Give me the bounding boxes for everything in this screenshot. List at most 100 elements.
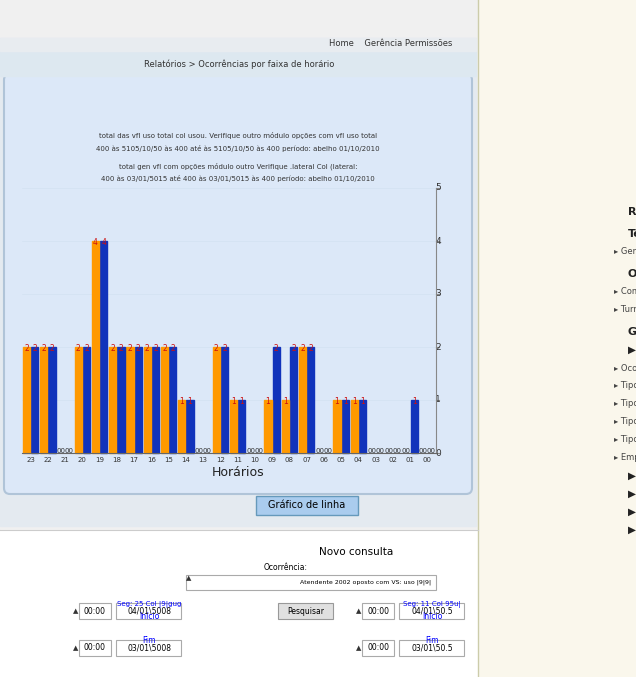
Text: 00: 00 (427, 448, 436, 454)
Text: 1: 1 (283, 397, 287, 406)
Text: ▸ Tipo x Polo: ▸ Tipo x Polo (614, 382, 636, 391)
Text: 19: 19 (95, 457, 104, 463)
Text: Telefonia:: Telefonia: (628, 229, 636, 239)
Text: ▸ Tipo x N° Recursos: ▸ Tipo x N° Recursos (614, 435, 636, 445)
Text: 17: 17 (130, 457, 139, 463)
Bar (169, 347, 176, 453)
Text: 23: 23 (26, 457, 35, 463)
Text: 08: 08 (285, 457, 294, 463)
Text: total gen vfl com opções módulo outro Verifique .lateral Col (lateral:: total gen vfl com opções módulo outro Ve… (119, 162, 357, 169)
Text: 03: 03 (371, 457, 380, 463)
Text: 00: 00 (65, 448, 74, 454)
Text: ▲: ▲ (73, 608, 78, 614)
Text: Seg: 11 Col 95u|: Seg: 11 Col 95u| (403, 601, 461, 608)
Bar (238, 400, 245, 453)
Bar (273, 347, 280, 453)
Text: 09: 09 (268, 457, 277, 463)
Bar (0, 52, 476, 76)
Text: 4: 4 (436, 236, 441, 246)
Text: 1: 1 (239, 397, 244, 406)
Bar (144, 347, 151, 453)
Text: 1: 1 (435, 395, 441, 404)
Text: ▸ Empenho/acionamento passado: ▸ Empenho/acionamento passado (614, 454, 636, 462)
Text: 2: 2 (170, 344, 175, 353)
Bar (362, 603, 394, 619)
Bar (79, 640, 111, 656)
Text: 00: 00 (254, 448, 263, 454)
Text: ▶ Gerência: ▶ Gerência (628, 525, 636, 535)
Text: Ocorrência:: Ocorrência: (264, 563, 308, 571)
Text: 2: 2 (145, 344, 149, 353)
Text: 00: 00 (203, 448, 212, 454)
Text: Horários: Horários (212, 466, 265, 479)
Text: ▸ Tipo x Natureza: Empenhados: ▸ Tipo x Natureza: Empenhados (614, 418, 636, 427)
Bar (118, 347, 125, 453)
Text: ▸ Comparações Básicas: ▸ Comparações Básicas (614, 288, 636, 297)
Text: ▲: ▲ (356, 608, 361, 614)
Bar (178, 400, 185, 453)
Text: ▸ Ocorrências Adjacentes: ▸ Ocorrências Adjacentes (614, 364, 636, 373)
Bar (161, 347, 168, 453)
Bar (0, 530, 478, 677)
Text: 04/01\5008: 04/01\5008 (127, 607, 171, 615)
Bar (290, 347, 297, 453)
Text: 2: 2 (32, 344, 37, 353)
Bar (100, 241, 107, 453)
Text: 2: 2 (50, 344, 54, 353)
Text: 00:00: 00:00 (367, 607, 389, 615)
Text: 14: 14 (181, 457, 190, 463)
Text: ▸ Turno Passado: ▸ Turno Passado (614, 305, 636, 315)
Text: ▲: ▲ (186, 575, 191, 581)
Bar (109, 347, 116, 453)
Text: 2: 2 (291, 344, 296, 353)
Bar (31, 347, 38, 453)
Bar (350, 400, 358, 453)
Text: Atendente 2002 oposto com VS: uso |9|9|: Atendente 2002 oposto com VS: uso |9|9| (300, 580, 432, 585)
Text: 1: 1 (412, 397, 417, 406)
Text: ▸ Tipo x Natureza: Acionados: ▸ Tipo x Natureza: Acionados (614, 399, 636, 408)
Text: 3: 3 (435, 290, 441, 299)
Text: 400 às 5105/10/50 às 400 até às 5105/10/50 às 400 período: abelho 01/10/2010: 400 às 5105/10/50 às 400 até às 5105/10/… (96, 145, 380, 152)
Bar (362, 640, 394, 656)
Bar (40, 347, 47, 453)
Bar (411, 400, 418, 453)
Bar (116, 640, 181, 656)
Bar (23, 347, 30, 453)
Text: 0: 0 (435, 448, 441, 458)
Text: 01: 01 (406, 457, 415, 463)
Text: ▸ Gerenciamento de passos: ▸ Gerenciamento de passos (614, 248, 636, 257)
Bar (0, 38, 476, 51)
Bar (212, 347, 220, 453)
Text: 2: 2 (41, 344, 46, 353)
Text: 2: 2 (214, 344, 219, 353)
Text: 11: 11 (233, 457, 242, 463)
Text: 10: 10 (251, 457, 259, 463)
Text: 2: 2 (162, 344, 167, 353)
Text: 00:00: 00:00 (84, 644, 106, 653)
Text: 2: 2 (76, 344, 81, 353)
Bar (127, 347, 134, 453)
Bar (221, 347, 228, 453)
Bar (307, 347, 314, 453)
Bar (83, 347, 90, 453)
FancyBboxPatch shape (4, 74, 472, 494)
Text: 13: 13 (198, 457, 207, 463)
Text: 4: 4 (101, 238, 106, 247)
Text: 5: 5 (435, 183, 441, 192)
Text: Fim: Fim (425, 636, 439, 645)
Text: 20: 20 (78, 457, 86, 463)
Bar (48, 347, 55, 453)
Text: total das vfl uso total col usou. Verifique outro módulo opções com vfl uso tota: total das vfl uso total col usou. Verifi… (99, 132, 377, 139)
Text: Seg: 25 Col |9|gug: Seg: 25 Col |9|gug (117, 601, 181, 608)
Text: Gráficos:: Gráficos: (628, 327, 636, 337)
Text: 2: 2 (222, 344, 227, 353)
Text: ▲: ▲ (356, 645, 361, 651)
Text: 1: 1 (343, 397, 348, 406)
Bar (152, 347, 159, 453)
Text: 1: 1 (352, 397, 357, 406)
Bar (186, 575, 436, 590)
Bar (399, 603, 464, 619)
Text: 12: 12 (216, 457, 225, 463)
Text: 1: 1 (360, 397, 365, 406)
Bar (79, 603, 111, 619)
